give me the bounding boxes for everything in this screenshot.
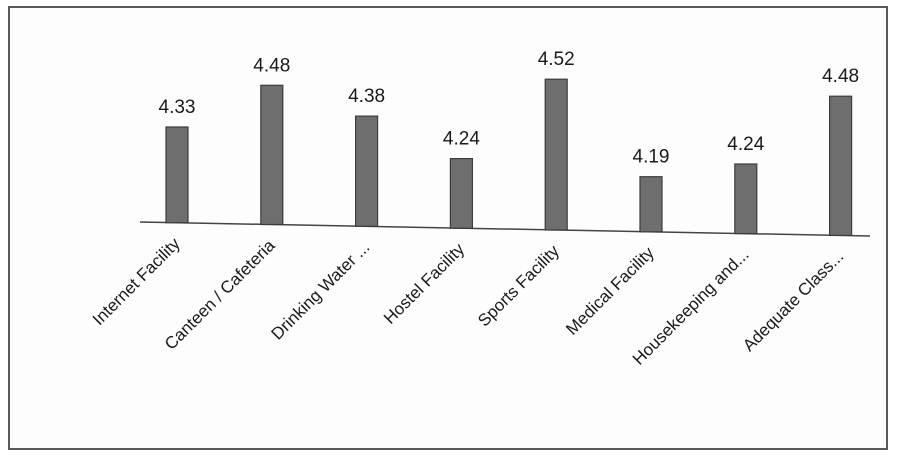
category-label-1: Canteen / Cafeteria [161, 236, 279, 354]
bar-5 [639, 176, 663, 233]
bars-group [165, 78, 853, 236]
category-label-4: Sports Facility [474, 241, 563, 330]
bar-3 [449, 158, 473, 229]
category-label-2: Drinking Water ... [268, 238, 374, 344]
data-label-3: 4.24 [443, 129, 480, 150]
data-label-5: 4.19 [633, 147, 670, 168]
data-label-1: 4.48 [253, 55, 290, 76]
data-label-2: 4.38 [348, 86, 385, 107]
x-axis-line [139, 221, 871, 237]
bar-2 [355, 115, 379, 227]
bar-4 [544, 78, 568, 231]
category-label-0: Internet Facility [89, 234, 184, 329]
bar-7 [828, 95, 853, 236]
bar-6 [734, 163, 758, 235]
category-label-5: Medical Facility [562, 243, 658, 339]
data-label-6: 4.24 [727, 134, 764, 155]
data-label-4: 4.52 [538, 49, 575, 70]
data-label-7: 4.48 [822, 66, 859, 87]
category-label-3: Hostel Facility [380, 239, 469, 328]
bar-1 [260, 84, 284, 226]
data-labels-group: 4.33 4.48 4.38 4.24 4.52 4.19 4.24 4.48 [159, 49, 860, 168]
bar-0 [165, 126, 189, 224]
category-label-7: Adequate Class... [739, 247, 847, 355]
data-label-0: 4.33 [159, 97, 196, 118]
